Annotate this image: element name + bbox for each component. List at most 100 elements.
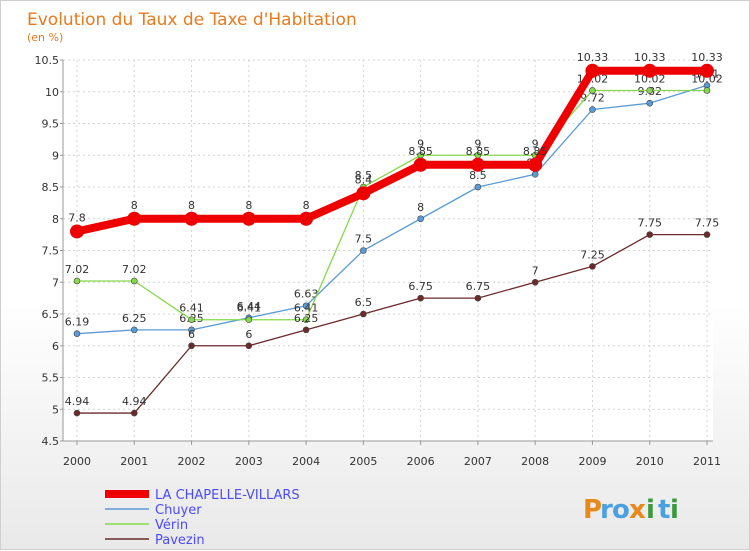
data-label: 8: [245, 199, 252, 212]
series-line-chuyer: [76, 84, 708, 335]
data-point: [130, 409, 138, 417]
data-point: [184, 211, 199, 226]
data-label: 8.85: [523, 145, 548, 158]
data-point: [589, 106, 596, 113]
data-label: 8: [188, 199, 195, 212]
data-point: [130, 326, 138, 334]
unit-label: (en %): [27, 31, 63, 44]
x-tick-label: 2003: [235, 455, 263, 468]
y-tick-label: 7: [52, 276, 59, 289]
legend-label: Pavezin: [155, 533, 205, 548]
logo-letter: o: [612, 495, 630, 525]
y-tick-label: 9: [52, 149, 59, 162]
logo-letter: P: [583, 495, 602, 525]
proxiti-logo: Pr o x i t i: [583, 495, 679, 525]
data-label: 9: [417, 137, 424, 150]
data-point: [585, 63, 600, 78]
data-label: 7.5: [355, 233, 373, 246]
data-point: [73, 277, 81, 285]
logo-letter: t: [658, 495, 670, 525]
data-point: [127, 211, 142, 226]
data-label: 7.25: [580, 248, 605, 261]
x-tick-label: 2006: [407, 455, 435, 468]
series: 6.196.256.256.446.637.588.58.79.729.8210…: [65, 51, 723, 417]
data-point: [299, 211, 314, 226]
data-label: 6: [188, 328, 195, 341]
data-point: [130, 277, 138, 285]
data-label: 6.44: [237, 300, 262, 313]
series-line-v-rin: [77, 89, 707, 321]
x-tick-label: 2004: [292, 455, 320, 468]
data-point: [188, 316, 195, 324]
x-tick-label: 2002: [178, 455, 206, 468]
x-tick-label: 2005: [349, 455, 377, 468]
data-point: [360, 310, 367, 318]
data-point: [646, 87, 654, 94]
data-point: [356, 186, 371, 201]
data-label: 6.75: [466, 280, 491, 293]
data-label: 9: [474, 137, 481, 150]
data-label: 6.19: [65, 316, 90, 329]
data-label: 6.41: [179, 302, 204, 315]
y-tick-label: 5: [52, 403, 59, 416]
series-line-pavezin: [77, 233, 707, 414]
data-label: 6.25: [122, 312, 147, 325]
data-point: [531, 171, 539, 178]
y-tick-label: 5.5: [42, 372, 60, 385]
data-label: 7.8: [68, 211, 86, 224]
data-label: 6.25: [294, 312, 319, 325]
data-point: [474, 183, 482, 191]
data-point: [73, 330, 81, 337]
x-tick-label: 2009: [578, 455, 606, 468]
data-point: [589, 263, 596, 270]
data-point: [245, 342, 253, 350]
x-tick-label: 2010: [636, 455, 664, 468]
data-point: [188, 342, 195, 350]
data-point: [703, 87, 711, 94]
data-point: [245, 316, 253, 324]
legend-label: LA CHAPELLE-VILLARS: [155, 488, 300, 503]
x-tick-label: 2000: [63, 455, 91, 468]
data-point: [360, 247, 367, 254]
data-point: [70, 224, 84, 239]
data-point: [531, 278, 539, 286]
data-label: 8: [131, 199, 138, 212]
data-point: [474, 294, 482, 302]
data-point: [700, 63, 714, 78]
data-point: [413, 157, 428, 172]
data-point: [241, 211, 256, 226]
chart-title: Evolution du Taux de Taxe d'Habitation: [27, 10, 357, 30]
x-tick-label: 2007: [464, 455, 492, 468]
data-label: 9.72: [580, 92, 605, 105]
y-tick-label: 8.5: [42, 181, 60, 194]
data-point: [302, 302, 310, 310]
data-label: 10.33: [577, 51, 609, 64]
data-point: [302, 326, 310, 334]
y-tick-label: 9.5: [42, 118, 60, 131]
data-label: 8: [417, 201, 424, 214]
logo-letter: r: [600, 495, 613, 525]
data-point: [417, 294, 424, 302]
data-label: 10.33: [634, 51, 666, 64]
data-label: 10.02: [691, 72, 723, 85]
x-tick-label: 2008: [521, 455, 549, 468]
data-label: 6.41: [237, 302, 262, 315]
data-point: [73, 409, 81, 417]
y-tick-label: 6.5: [42, 308, 60, 321]
data-label: 8: [303, 199, 310, 212]
data-label: 7.02: [65, 263, 90, 276]
data-label: 8.85: [466, 145, 491, 158]
data-label: 4.94: [122, 395, 147, 408]
y-tick-label: 10.5: [35, 54, 60, 67]
data-label: 10.02: [634, 72, 666, 85]
legend-label: Vérin: [155, 518, 188, 533]
data-label: 4.94: [65, 395, 90, 408]
data-label: 10.33: [691, 51, 723, 64]
y-tick-label: 7.5: [42, 245, 60, 258]
legend-label: Chuyer: [155, 503, 202, 518]
data-point: [528, 157, 543, 172]
data-label: 6.5: [355, 296, 373, 309]
data-label: 6.63: [294, 288, 319, 301]
